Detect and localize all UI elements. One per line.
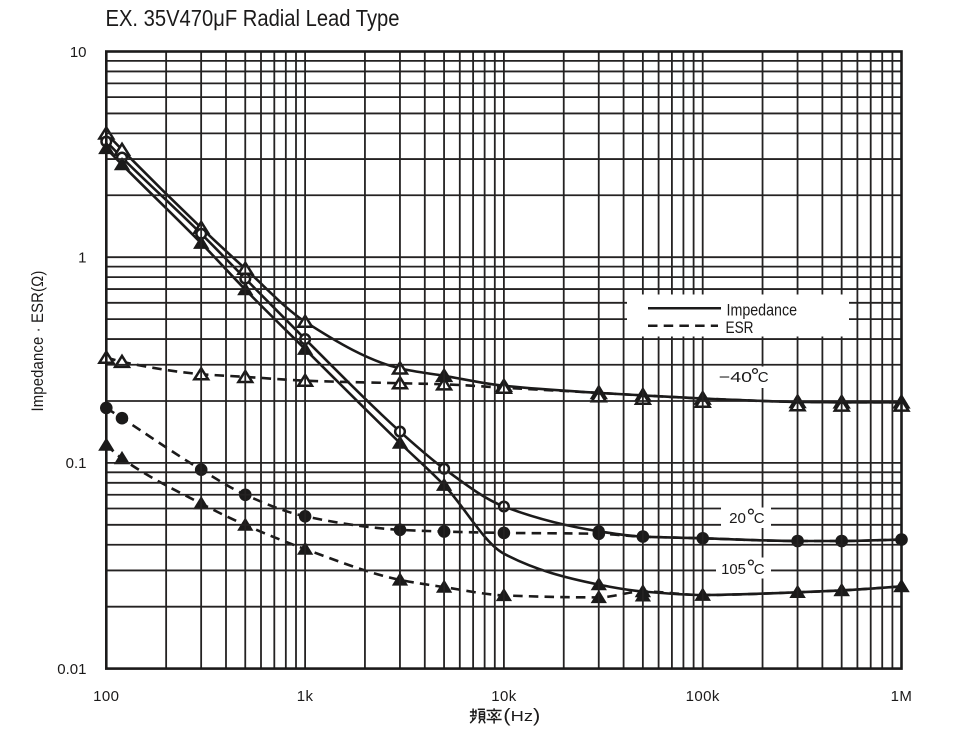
svg-text:105: 105 (721, 561, 746, 578)
svg-text:Impedance: Impedance (727, 302, 798, 320)
svg-text:ESR: ESR (726, 319, 754, 337)
svg-text:1M: 1M (891, 688, 913, 705)
svg-text:0.1: 0.1 (66, 455, 87, 472)
svg-text:1k: 1k (297, 688, 314, 705)
svg-text:0.01: 0.01 (57, 661, 86, 678)
svg-text:20: 20 (729, 510, 746, 527)
svg-text:C: C (754, 510, 765, 527)
svg-text:10k: 10k (491, 688, 516, 705)
svg-text:EX. 35V470μF Radial Lead Type: EX. 35V470μF Radial Lead Type (106, 5, 400, 31)
svg-text:(Hz): (Hz) (503, 705, 540, 725)
svg-text:100: 100 (93, 688, 119, 705)
svg-text:C: C (758, 369, 769, 386)
svg-text:−40: −40 (719, 369, 752, 386)
svg-text:10: 10 (70, 44, 87, 61)
svg-text:C: C (754, 561, 765, 578)
svg-text:Impedance · ESR(Ω): Impedance · ESR(Ω) (29, 271, 47, 412)
svg-text:1: 1 (78, 250, 86, 267)
svg-text:100k: 100k (686, 688, 720, 705)
